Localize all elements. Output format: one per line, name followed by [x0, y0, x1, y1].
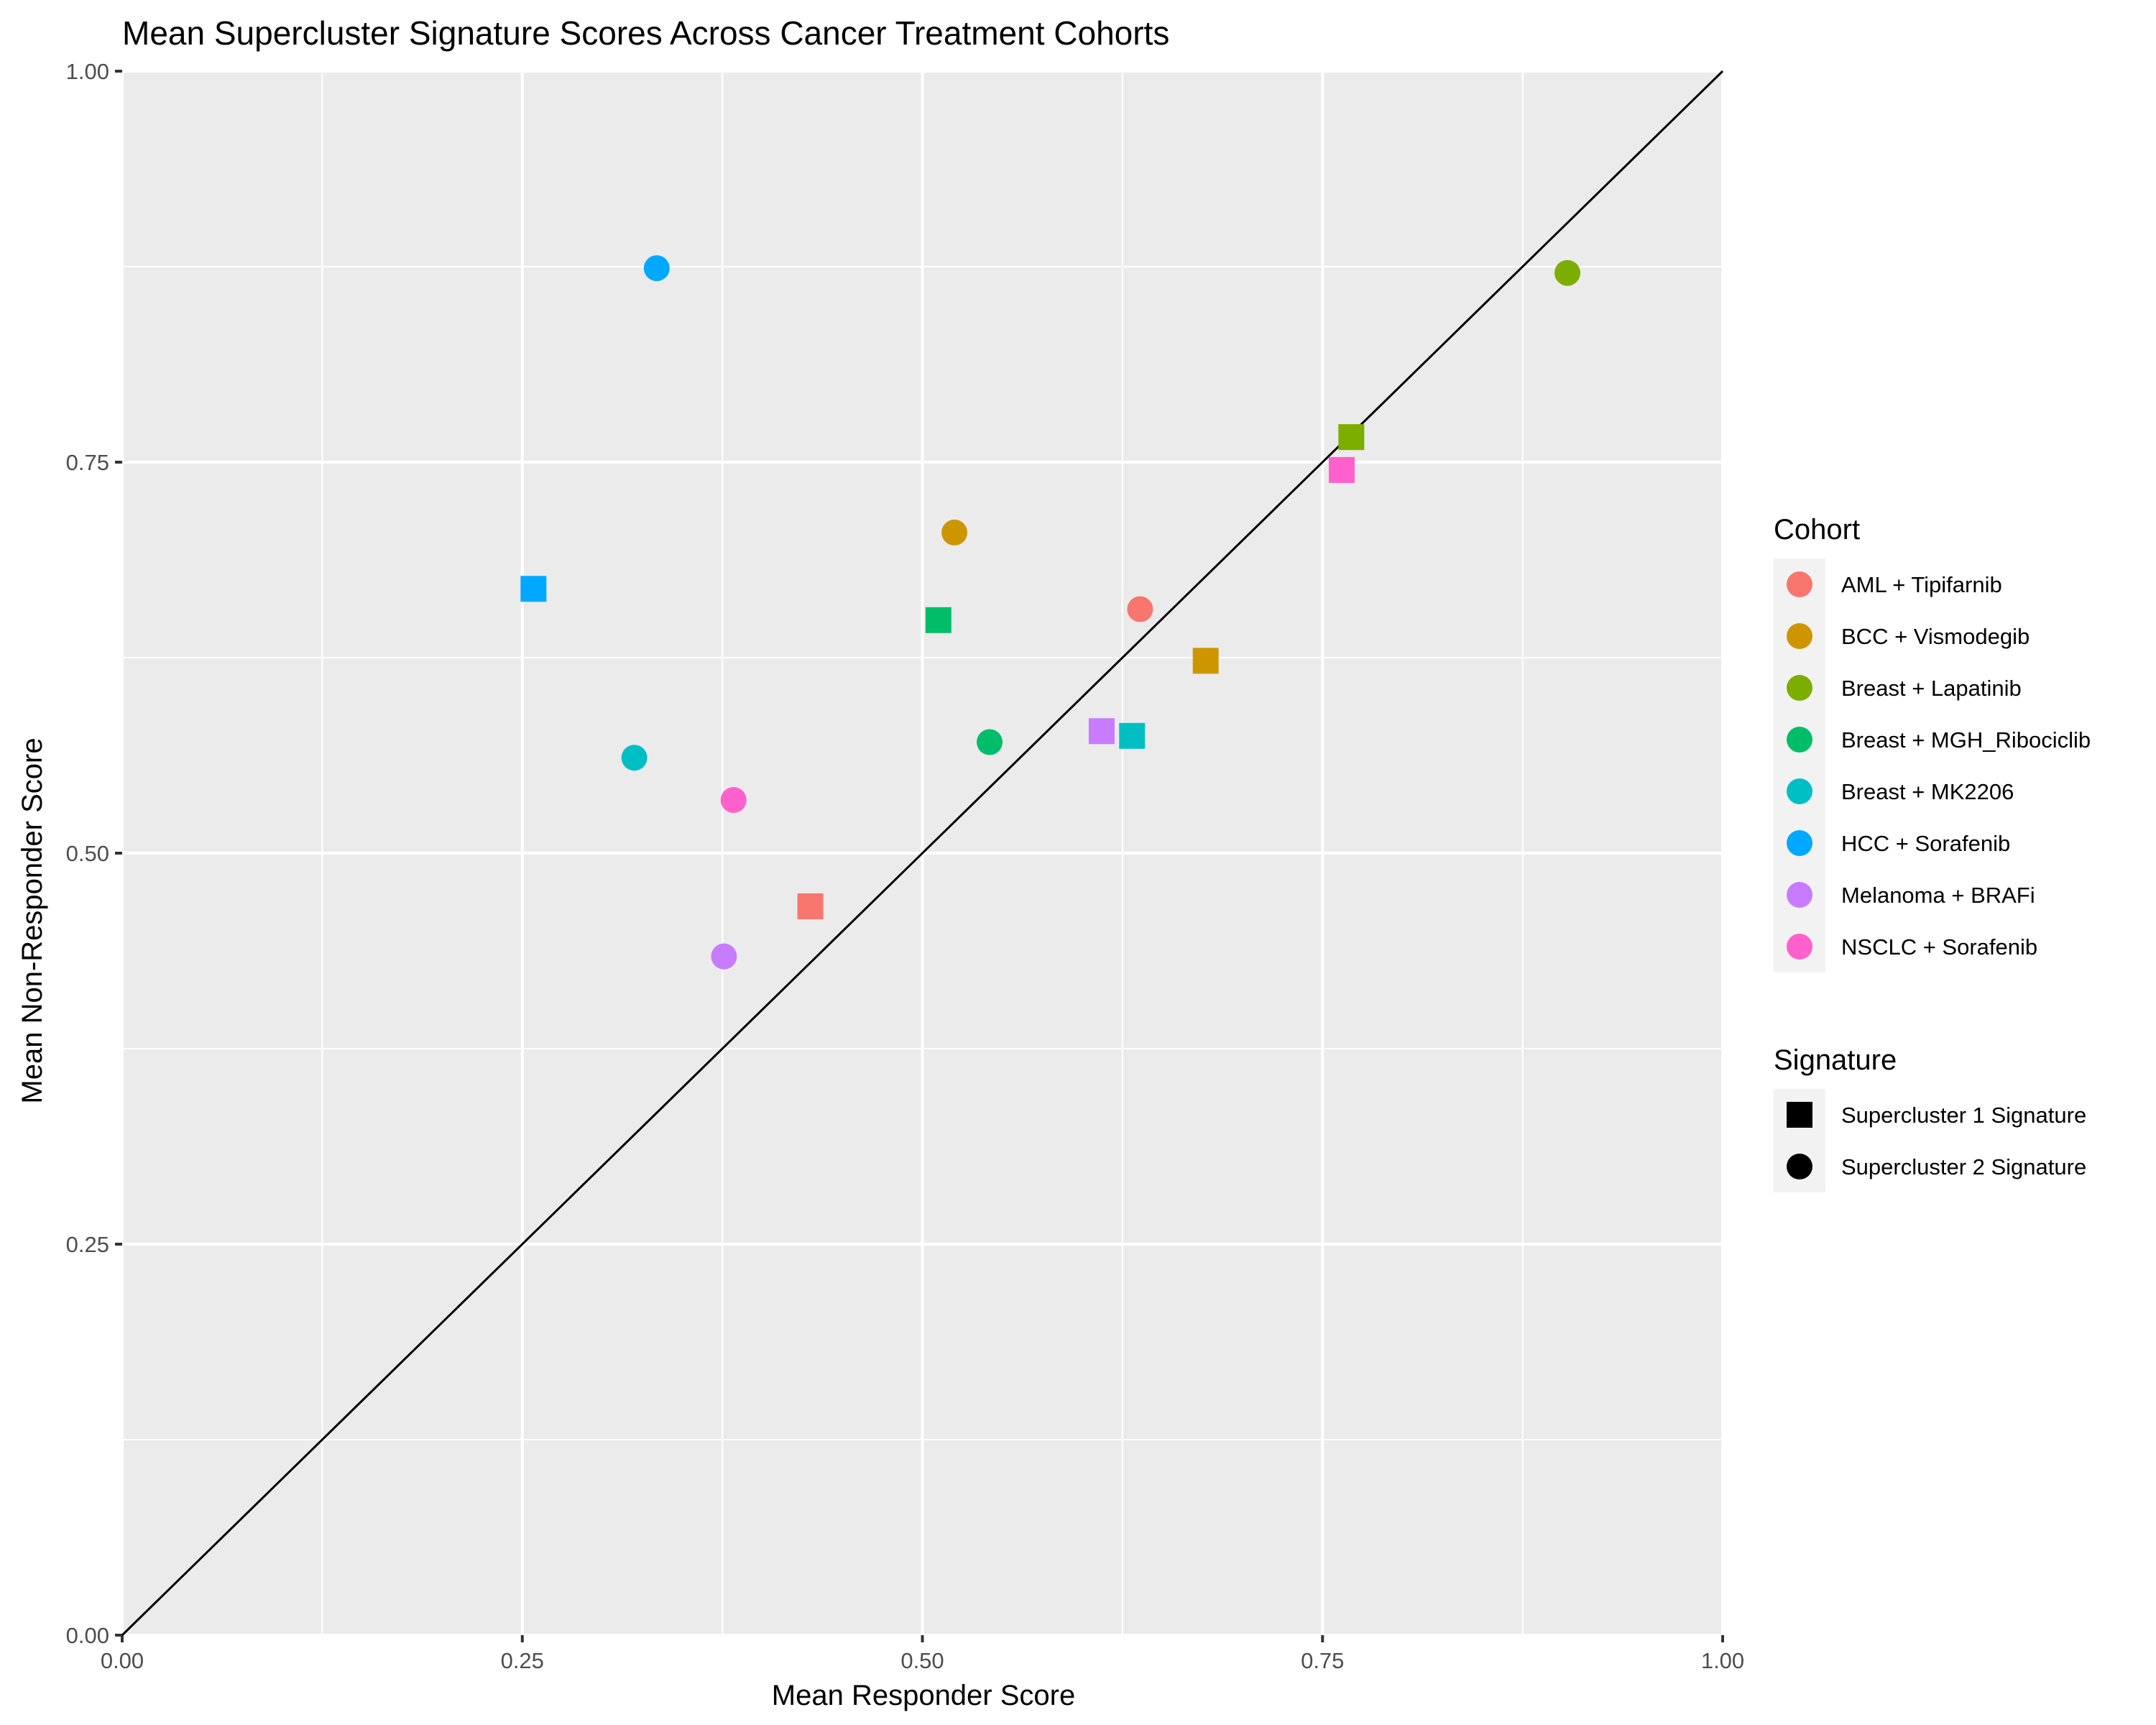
legend-label: Supercluster 1 Signature: [1841, 1103, 2086, 1128]
y-tick-label: 1.00: [66, 59, 109, 84]
legend-signature-title: Signature: [1774, 1044, 1897, 1076]
legend-key-circle: [1787, 675, 1812, 701]
x-tick-label: 0.00: [101, 1648, 144, 1673]
data-point-square: [1119, 722, 1146, 749]
legend-label: NSCLC + Sorafenib: [1841, 934, 2037, 960]
legend-key-circle: [1787, 830, 1812, 856]
y-axis: 0.00 0.25 0.50 0.75 1.00: [66, 59, 122, 1648]
x-axis-label: Mean Responder Score: [772, 1680, 1075, 1711]
legend-cohort-entries: AML + Tipifarnib BCC + Vismodegib Breast +…: [1774, 558, 2091, 972]
legend-label: HCC + Sorafenib: [1841, 831, 2010, 856]
legend-key-background: [1774, 558, 1825, 972]
identity-line: [121, 70, 1724, 1637]
data-point-square: [797, 893, 824, 919]
legend-cohort-title: Cohort: [1774, 514, 1860, 546]
x-tick-label: 0.25: [501, 1648, 544, 1673]
y-tick-label: 0.25: [66, 1232, 109, 1257]
legend-key-square: [1787, 1102, 1812, 1128]
legend-key-circle: [1787, 571, 1812, 597]
data-point-square: [1192, 648, 1219, 674]
data-point-circle: [720, 787, 747, 814]
data-point-square: [520, 576, 547, 602]
data-point-circle: [643, 255, 670, 282]
chart-title: Mean Supercluster Signature Scores Acros…: [122, 14, 1169, 52]
legend-key-circle: [1787, 727, 1812, 753]
data-point-square: [1088, 718, 1115, 745]
legend-label: AML + Tipifarnib: [1841, 572, 2002, 597]
data-point-circle: [941, 519, 968, 546]
data-point-square: [925, 607, 952, 633]
legend-key-circle: [1787, 934, 1812, 960]
y-tick-label: 0.50: [66, 841, 109, 866]
legend: Cohort AML + Tipifarnib BCC + Vismodegib B…: [1774, 514, 2091, 1192]
data-point-circle: [1554, 259, 1580, 286]
legend-label: Melanoma + BRAFi: [1841, 883, 2035, 908]
x-tick-label: 1.00: [1701, 1648, 1744, 1673]
y-axis-label: Mean Non-Responder Score: [17, 737, 48, 1103]
data-point-circle: [621, 745, 648, 771]
data-points: [121, 70, 1724, 1637]
legend-label: BCC + Vismodegib: [1841, 624, 2030, 649]
legend-key-circle: [1787, 882, 1812, 908]
legend-label: Breast + Lapatinib: [1841, 676, 2022, 701]
legend-key-circle: [1787, 778, 1812, 804]
legend-key-circle: [1787, 1154, 1812, 1179]
legend-signature-entries: Supercluster 1 Signature Supercluster 2 S…: [1774, 1089, 2086, 1192]
legend-label: Supercluster 2 Signature: [1841, 1154, 2086, 1179]
data-point-circle: [1127, 596, 1153, 622]
data-point-circle: [711, 943, 737, 970]
x-axis: 0.00 0.25 0.50 0.75 1.00: [101, 1635, 1744, 1673]
data-point-square: [1338, 424, 1365, 451]
x-tick-label: 0.50: [900, 1648, 944, 1673]
data-point-square: [1328, 456, 1355, 483]
x-tick-label: 0.75: [1301, 1648, 1344, 1673]
y-tick-label: 0.00: [66, 1623, 109, 1648]
legend-label: Breast + MK2206: [1841, 779, 2014, 804]
y-tick-label: 0.75: [66, 450, 109, 475]
legend-label: Breast + MGH_Ribociclib: [1841, 727, 2091, 753]
data-point-circle: [977, 729, 1003, 755]
legend-key-circle: [1787, 623, 1812, 649]
